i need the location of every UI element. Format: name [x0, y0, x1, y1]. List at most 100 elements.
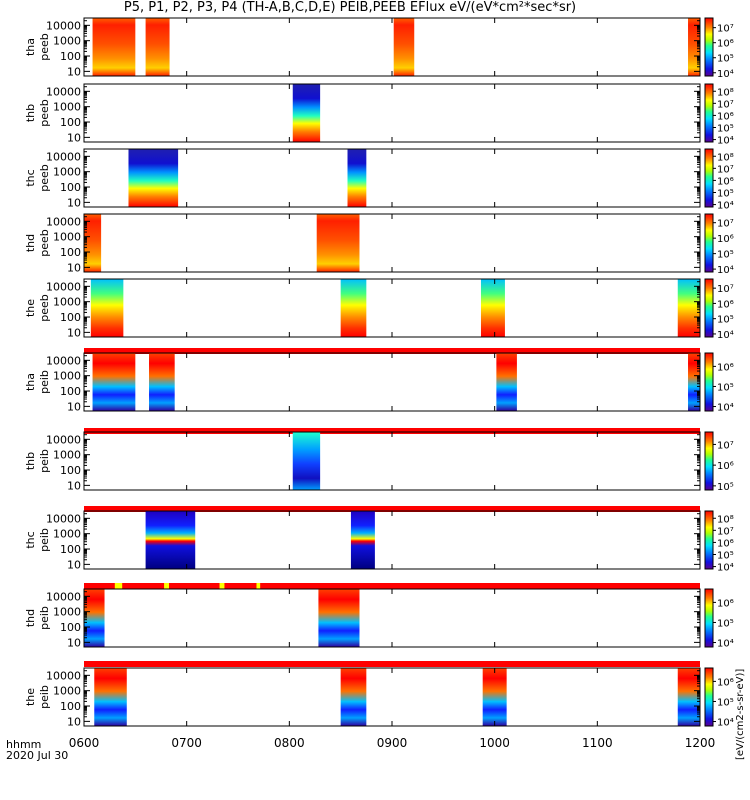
panel-label-product: peeb	[38, 294, 51, 322]
y-tick-label: 10000	[46, 215, 81, 228]
spectrogram-panel: 10 100 1000 10000 tha peib 10⁶ 10⁵ 10⁴	[24, 352, 734, 414]
colorbar-tick-label: 10⁷	[717, 24, 734, 35]
spectrogram-block	[688, 18, 700, 76]
spectrogram-block	[347, 149, 367, 207]
spectrogram-block	[92, 353, 136, 411]
colorbar-tick-label: 10⁴	[717, 201, 734, 212]
y-tick-label: 10000	[46, 280, 81, 293]
spectrogram-block	[677, 279, 700, 337]
y-tick-label: 10000	[46, 150, 81, 163]
y-tick-label: 100	[60, 50, 81, 63]
panel-label-probe: thc	[24, 531, 37, 548]
colorbar-tick-label: 10⁶	[717, 234, 734, 245]
colorbar-tick-label: 10⁴	[717, 403, 734, 414]
colorbar-tick-label: 10⁸	[717, 87, 734, 98]
colorbar-tick-label: 10⁵	[717, 54, 734, 65]
y-tick-label: 1000	[53, 231, 81, 244]
spectrogram-block	[292, 432, 321, 490]
y-tick-label: 1000	[53, 685, 81, 698]
colorbar-tick-label: 10⁵	[717, 124, 734, 135]
colorbar-tick-label: 10⁸	[717, 152, 734, 163]
panel-frame	[83, 431, 701, 491]
panel-frame	[83, 213, 701, 273]
y-tick-label: 1000	[53, 528, 81, 541]
panel-label-probe: the	[24, 688, 37, 706]
y-tick-label: 10	[67, 196, 81, 209]
spectrogram-block	[94, 668, 127, 726]
colorbar-tick-label: 10⁶	[717, 677, 734, 688]
y-tick-label: 10000	[46, 19, 81, 32]
spectrogram-block	[292, 84, 321, 142]
y-tick-label: 10000	[46, 354, 81, 367]
y-tick-label: 10	[67, 479, 81, 492]
colorbar	[704, 213, 714, 273]
spectrogram-block	[496, 353, 517, 411]
colorbar-tick-label: 10⁷	[717, 99, 734, 110]
colorbar-tick-label: 10⁵	[717, 551, 734, 562]
colorbar-tick-label: 10⁴	[717, 69, 734, 80]
panel-label-product: peeb	[38, 33, 51, 61]
colorbar-tick-label: 10⁵	[717, 482, 734, 493]
panel-label-probe: thd	[24, 234, 37, 252]
spectrogram-block	[92, 18, 136, 76]
spectrogram-block	[340, 668, 367, 726]
status-bar-gap	[164, 583, 170, 589]
panel-label-probe: the	[24, 299, 37, 317]
colorbar-tick-label: 10⁴	[717, 265, 734, 276]
y-tick-label: 10	[67, 131, 81, 144]
panel-frame	[83, 278, 701, 338]
panel-label-probe: thc	[24, 169, 37, 186]
y-tick-label: 10000	[46, 433, 81, 446]
page-title: P5, P1, P2, P3, P4 (TH-A,B,C,D,E) PEIB,P…	[123, 0, 577, 15]
y-tick-label: 1000	[53, 35, 81, 48]
x-tick-label: 1200	[685, 736, 716, 750]
colorbar-tick-label: 10⁶	[717, 176, 734, 187]
colorbar-tick-label: 10⁶	[717, 299, 734, 310]
spectrogram-block	[318, 589, 360, 647]
y-tick-label: 1000	[53, 449, 81, 462]
colorbar	[704, 510, 714, 570]
y-tick-label: 100	[60, 181, 81, 194]
spectrogram-block	[90, 279, 124, 337]
x-tick-label: 0900	[377, 736, 408, 750]
y-tick-label: 1000	[53, 296, 81, 309]
spectrogram-block	[149, 353, 175, 411]
y-tick-label: 100	[60, 385, 81, 398]
panel-label-product: peeb	[38, 99, 51, 127]
colorbar-tick-label: 10⁶	[717, 362, 734, 373]
colorbar-tick-label: 10⁵	[717, 618, 734, 629]
spectrogram-block	[84, 589, 105, 647]
panel-label-probe: thb	[24, 452, 37, 470]
x-tick-label: 0600	[69, 736, 100, 750]
colorbar	[704, 83, 714, 143]
time-axis-date: 2020 Jul 30	[6, 749, 68, 762]
panel-label-product: peib	[38, 606, 51, 630]
spectrogram-block	[145, 18, 170, 76]
y-tick-label: 10	[67, 326, 81, 339]
spectrogram-block	[480, 279, 505, 337]
spectrogram-block	[84, 214, 102, 272]
colorbar	[704, 667, 714, 727]
colorbar-tick-label: 10⁷	[717, 284, 734, 295]
status-bar	[84, 583, 700, 589]
panel-frame	[83, 17, 701, 77]
spectrogram-panel: 10 100 1000 10000 thd peib 10⁶ 10⁵ 10⁴	[24, 588, 734, 650]
y-tick-label: 100	[60, 246, 81, 259]
y-tick-label: 100	[60, 116, 81, 129]
y-tick-label: 10000	[46, 669, 81, 682]
x-tick-label: 0700	[171, 736, 202, 750]
panel-label-product: peib	[38, 370, 51, 394]
status-bar-gap	[256, 583, 261, 589]
panel-frame	[83, 83, 701, 143]
colorbar-tick-label: 10⁵	[717, 315, 734, 326]
colorbar-unit-label: [eV/(cm2-s-sr-eV)]	[735, 669, 746, 760]
y-tick-label: 100	[60, 700, 81, 713]
y-tick-label: 1000	[53, 101, 81, 114]
panel-frame	[83, 667, 701, 727]
y-tick-label: 100	[60, 464, 81, 477]
spectrogram-block	[350, 511, 375, 569]
y-tick-label: 10	[67, 65, 81, 78]
colorbar-tick-label: 10⁵	[717, 382, 734, 393]
colorbar-tick-label: 10⁴	[717, 639, 734, 650]
